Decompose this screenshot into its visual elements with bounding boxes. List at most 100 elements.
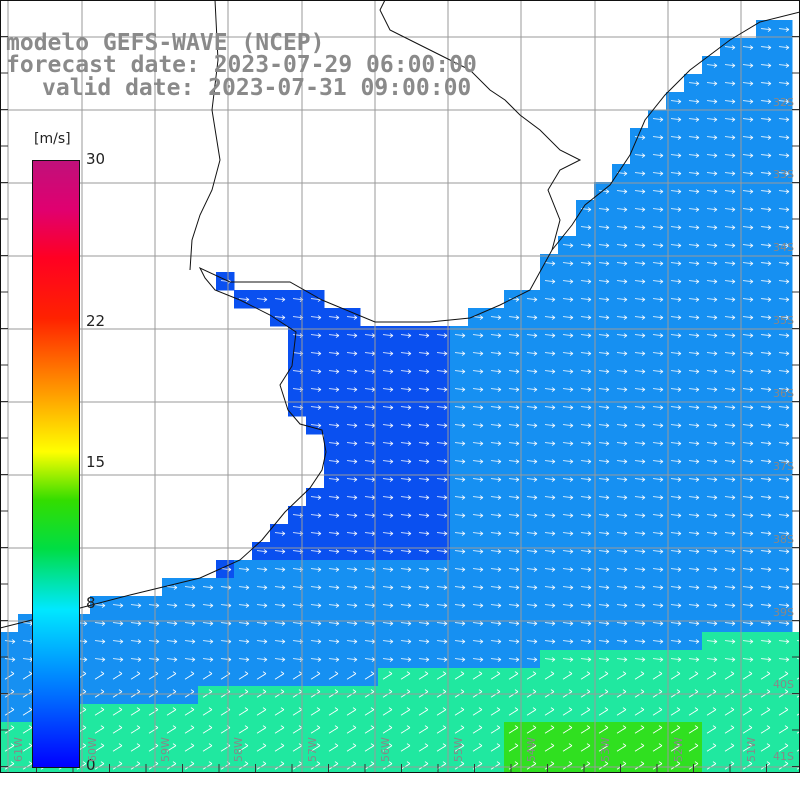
wind-arrow [760, 671, 771, 680]
wind-arrow [724, 279, 736, 284]
wind-arrow [634, 725, 645, 734]
wind-cell [486, 704, 505, 723]
wind-arrow [670, 369, 682, 374]
wind-cell [144, 758, 163, 772]
wind-arrow [148, 603, 160, 608]
wind-arrow [634, 477, 646, 482]
wind-arrow [454, 639, 466, 644]
wind-arrow [22, 707, 33, 716]
wind-arrow [706, 135, 718, 140]
wind-arrow [526, 405, 538, 410]
wind-cell [558, 758, 577, 772]
wind-arrow [616, 459, 628, 464]
wind-arrow [346, 405, 358, 410]
wind-cell [144, 704, 163, 723]
wind-arrow [580, 297, 592, 302]
wind-arrow [238, 585, 250, 590]
wind-arrow [274, 531, 286, 536]
wind-cell [108, 740, 127, 759]
wind-arrow [454, 387, 466, 392]
wind-arrow [562, 657, 574, 662]
wind-arrow [724, 225, 736, 230]
wind-arrow [580, 567, 592, 572]
wind-arrow [184, 743, 195, 752]
wind-arrow [508, 657, 520, 662]
wind-arrow [4, 761, 15, 770]
wind-arrow [508, 639, 520, 644]
wind-cell [414, 704, 433, 723]
wind-cell [126, 722, 145, 741]
wind-arrow [706, 725, 717, 734]
forecast-date: forecast date: 2023-07-29 06:00:00 [6, 52, 477, 78]
wind-arrow [256, 671, 267, 680]
wind-arrow [382, 477, 394, 482]
wind-cell [774, 686, 793, 705]
wind-arrow [652, 279, 664, 284]
wind-arrow [670, 243, 682, 248]
wind-arrow [796, 766, 800, 770]
wind-arrow [688, 81, 700, 86]
wind-arrow [598, 189, 610, 194]
wind-arrow [778, 369, 790, 374]
wind-arrow [292, 725, 303, 734]
wind-arrow [706, 315, 718, 320]
wind-arrow [634, 567, 646, 572]
wind-cell [774, 740, 793, 759]
wind-arrow [490, 441, 502, 446]
wind-arrow [760, 549, 772, 554]
wind-cell [18, 722, 37, 741]
wind-arrow [112, 671, 123, 680]
wind-cell [126, 740, 145, 759]
wind-arrow [238, 743, 249, 752]
wind-cell [540, 686, 559, 705]
wind-arrow [562, 261, 574, 266]
wind-arrow [328, 495, 340, 500]
wind-arrow [580, 423, 592, 428]
wind-arrow [598, 441, 610, 446]
wind-cell [126, 704, 145, 723]
wind-arrow [778, 45, 790, 50]
wind-arrow [670, 761, 681, 770]
wind-cell [396, 668, 415, 687]
wind-arrow [598, 333, 610, 338]
wind-arrow [724, 189, 736, 194]
wind-arrow [130, 657, 142, 662]
wind-arrow [400, 743, 411, 752]
wind-arrow [580, 707, 591, 716]
wind-arrow [778, 261, 790, 266]
wind-arrow [616, 707, 627, 716]
wind-arrow [760, 63, 772, 68]
wind-arrow [364, 423, 376, 428]
wind-arrow [526, 351, 538, 356]
wind-arrow [310, 405, 322, 410]
wind-vectors [4, 27, 800, 770]
wind-arrow [688, 117, 700, 122]
wind-cell [396, 740, 415, 759]
wind-arrow [364, 585, 376, 590]
wind-cell [162, 722, 181, 741]
wind-arrow [346, 513, 358, 518]
wind-arrow [706, 369, 718, 374]
wind-arrow [616, 531, 628, 536]
wind-arrow [670, 639, 682, 644]
wind-arrow [670, 387, 682, 392]
wind-cell [756, 758, 775, 772]
wind-arrow [616, 513, 628, 518]
wind-cell [612, 686, 631, 705]
wind-arrow [742, 671, 753, 680]
wind-arrow [364, 639, 376, 644]
wind-arrow [742, 459, 754, 464]
wind-arrow [472, 423, 484, 428]
wind-arrow [382, 621, 394, 626]
wind-arrow [454, 495, 466, 500]
wind-arrow [418, 405, 430, 410]
wind-arrow [760, 531, 772, 536]
wind-arrow [634, 743, 645, 752]
wind-arrow [490, 657, 502, 662]
wind-arrow [310, 315, 322, 320]
wind-arrow [454, 567, 466, 572]
wind-arrow [454, 531, 466, 536]
wind-arrow [544, 261, 556, 266]
wind-arrow [742, 707, 753, 716]
wind-arrow [688, 707, 699, 716]
